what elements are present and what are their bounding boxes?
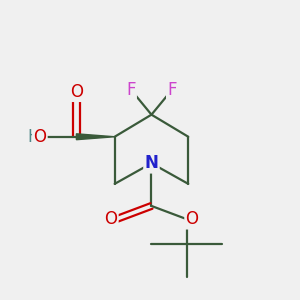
Polygon shape [76,134,115,140]
Text: O: O [33,128,46,146]
Text: O: O [104,210,117,228]
Text: N: N [145,154,158,172]
Text: O: O [70,83,83,101]
Text: H: H [27,128,40,146]
Text: F: F [167,81,177,99]
Text: F: F [126,81,136,99]
Text: O: O [186,210,199,228]
